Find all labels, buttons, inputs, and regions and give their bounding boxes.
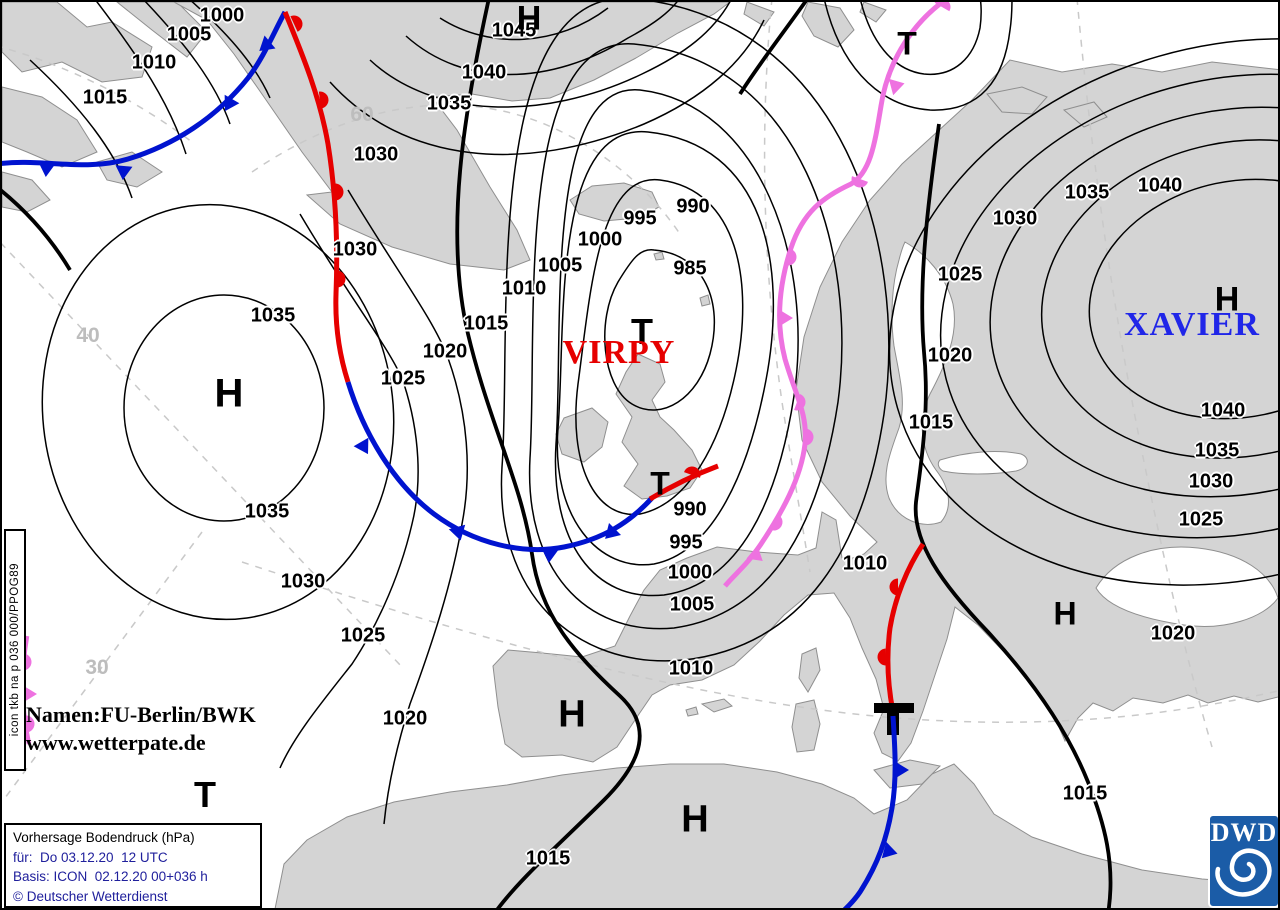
product-id-text: icon tkb na p 036 000/PPOG89 [9,563,21,737]
legend-box: Vorhersage Bodendruck (hPa) für: Do 03.1… [4,823,262,908]
legend-valid-time: für: Do 03.12.20 12 UTC [13,849,168,865]
watermark-line2: www.wetterpate.de [26,730,206,756]
legend-title: Vorhersage Bodendruck (hPa) [13,830,195,845]
legend-copyright: © Deutscher Wetterdienst [13,888,168,904]
occluded-front [723,2,954,588]
product-id-sidebar: icon tkb na p 036 000/PPOG89 [4,529,26,771]
cold-front-italy [842,715,909,908]
warm-front-england [648,463,719,502]
dwd-spiral-icon [1215,848,1272,897]
dwd-logo: DWD [1208,814,1278,908]
warm-front-main [282,11,351,383]
cold-front-northwest [2,10,288,181]
dwd-logo-text: DWD [1210,818,1278,847]
watermark-line1: Namen:FU-Berlin/BWK [26,702,256,727]
graticule-layer [2,2,1278,803]
warm-front-italy [877,542,926,713]
watermark: Namen:FU-Berlin/BWK www.wetterpate.de [26,701,256,757]
cold-front-main [345,381,654,564]
legend-model-basis: Basis: ICON 02.12.20 00+036 h [13,869,208,885]
